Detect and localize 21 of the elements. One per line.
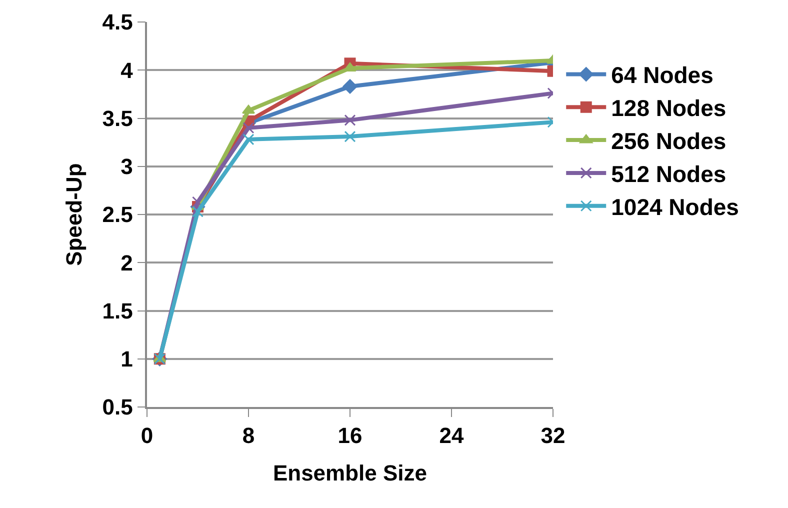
y-tick-label: 4.5 [102, 10, 133, 35]
legend-label: 256 Nodes [611, 128, 726, 154]
legend-label: 64 Nodes [611, 62, 714, 88]
y-tick-label: 1.5 [102, 298, 133, 324]
y-tick-label: 2.5 [102, 202, 133, 228]
legend-label: 128 Nodes [611, 95, 726, 122]
y-tick-label: 0.5 [102, 394, 133, 420]
y-tick-label: 2 [120, 250, 133, 276]
x-tick-label: 16 [338, 423, 362, 448]
x-tick-label: 0 [140, 423, 154, 448]
y-tick-label: 3.5 [102, 106, 133, 131]
y-axis-title: Speed-Up [62, 163, 87, 266]
y-tick-label: 4 [120, 58, 134, 83]
y-tick-label: 3 [120, 154, 133, 180]
y-tick-label: 1 [120, 346, 133, 372]
legend-label: 512 Nodes [611, 160, 726, 187]
x-tick-label: 24 [439, 423, 464, 448]
x-axis-title: Ensemble Size [272, 460, 428, 486]
x-tick-label: 8 [242, 423, 255, 448]
legend-label: 1024 Nodes [611, 194, 739, 220]
x-tick-label: 32 [540, 423, 566, 448]
